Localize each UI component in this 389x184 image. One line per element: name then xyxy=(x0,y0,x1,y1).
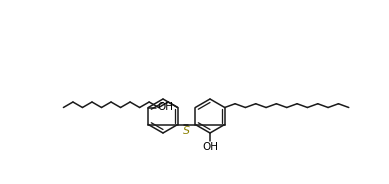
Text: OH: OH xyxy=(157,102,173,112)
Text: S: S xyxy=(183,125,190,135)
Text: OH: OH xyxy=(202,142,218,152)
